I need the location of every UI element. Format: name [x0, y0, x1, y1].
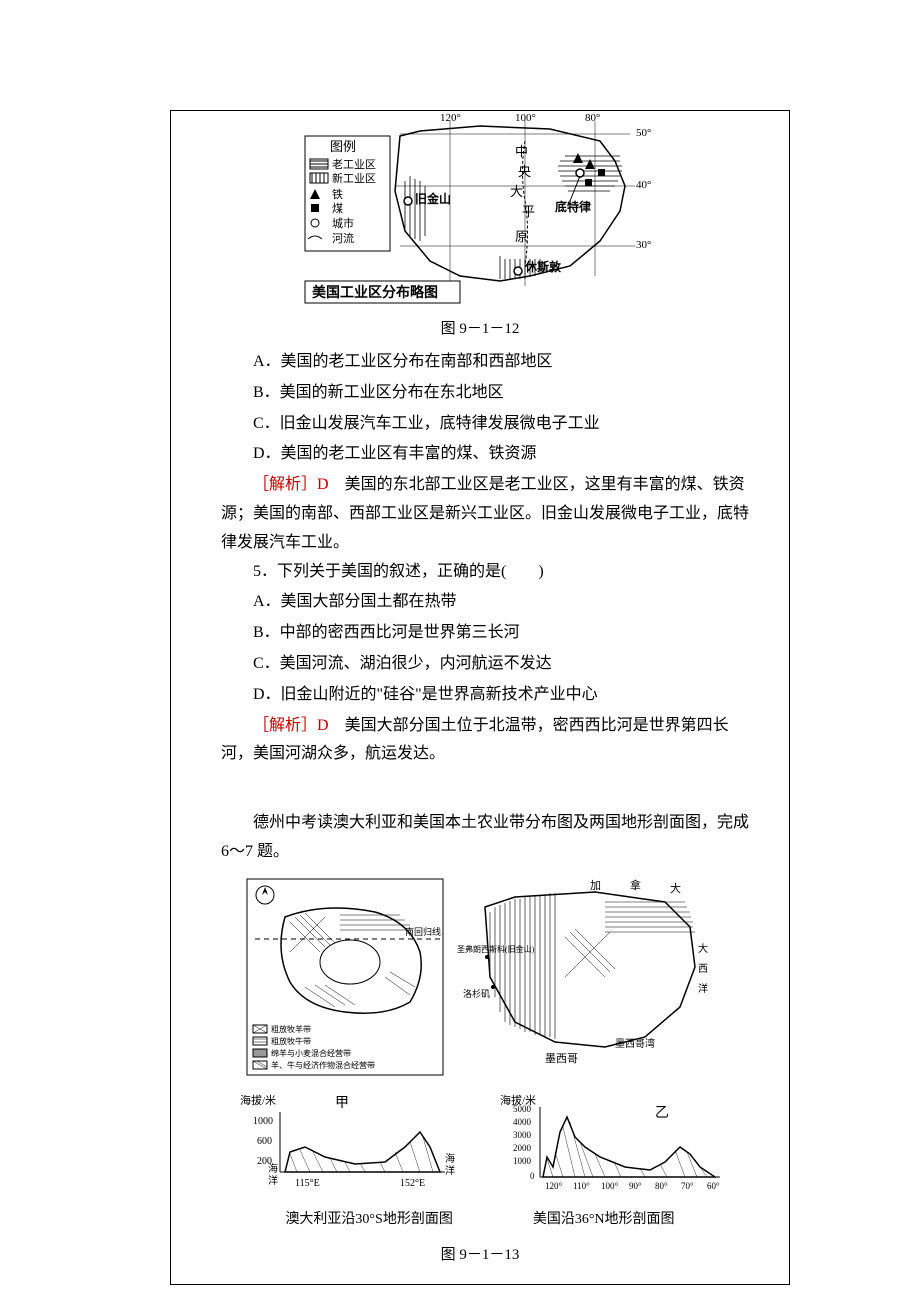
aus-leg-3: 绵羊与小麦混合经营带 [271, 1048, 351, 1058]
q4-opt-d: D．美国的老工业区有丰富的煤、铁资源 [253, 440, 759, 469]
us-x-120: 120° [545, 1181, 563, 1191]
us-map-svg: 图例 老工业区 新工业区 铁 煤 城市 河流 120° [300, 111, 660, 311]
cp2: 央 [518, 164, 531, 179]
content-block: A．美国的老工业区分布在南部和西部地区 B．美国的新工业区分布在东北地区 C．旧… [171, 348, 789, 867]
figure2-caption: 图 9－1－13 [171, 1242, 789, 1269]
us-canada1: 加 [590, 879, 601, 892]
lon-100: 100° [515, 112, 536, 124]
aus-profile-caption: 澳大利亚沿30°S地形剖面图 [285, 1207, 452, 1232]
aus-sea-r2: 洋 [445, 1164, 455, 1177]
q5-opt-d: D．旧金山附近的"硅谷"是世界高新技术产业中心 [253, 681, 759, 710]
q5-opt-c: C．美国河流、湖泊很少，内河航运不发达 [253, 650, 759, 679]
q4-opt-c: C．旧金山发展汽车工业，底特律发展微电子工业 [253, 410, 759, 439]
aus-sea-l: 海 [268, 1162, 278, 1175]
legend-title: 图例 [330, 139, 356, 154]
q5-opt-a: A．美国大部分国土都在热带 [253, 588, 759, 617]
us-y-2000: 2000 [513, 1143, 532, 1153]
cp3: 大 [510, 184, 523, 199]
us-atl3: 洋 [698, 982, 708, 995]
us-y-1000: 1000 [513, 1156, 532, 1166]
q5-analysis-label: ［解析］D [253, 717, 345, 734]
figure1-caption: 图 9－1－12 [171, 316, 789, 343]
legend-river: 河流 [332, 231, 354, 245]
us-la: 洛杉矶 [463, 988, 490, 999]
page-border: 图例 老工业区 新工业区 铁 煤 城市 河流 120° [170, 110, 790, 1285]
us-mex: 墨西哥 [545, 1052, 578, 1065]
aus-sea-r: 海 [445, 1152, 455, 1165]
q4-opt-b: B．美国的新工业区分布在东北地区 [253, 379, 759, 408]
us-profile-svg: 海拔/米 乙 5000 4000 3000 2000 1000 0 120° 1… [495, 1087, 725, 1207]
aus-y-1000: 1000 [253, 1116, 273, 1127]
figure-aus-us-maps: 南回归线 粗放牧羊带 [171, 877, 789, 1077]
aus-profile-svg: 海拔/米 甲 1000 600 200 海 洋 海 洋 115°E 152°E [235, 1087, 465, 1207]
aus-x-115: 115°E [295, 1178, 320, 1189]
q4-analysis-label: ［解析］D [253, 476, 345, 493]
us-atl2: 西 [698, 964, 708, 975]
aus-sea-l2: 洋 [268, 1174, 278, 1187]
us-title: 乙 [655, 1105, 669, 1121]
legend-coal: 煤 [332, 202, 343, 215]
us-profile-caption: 美国沿36°N地形剖面图 [533, 1207, 675, 1232]
us-atl1: 大 [698, 942, 708, 955]
lat-50: 50° [636, 127, 651, 139]
aus-ylab: 海拔/米 [240, 1093, 276, 1107]
legend-iron: 铁 [332, 188, 343, 201]
q4-analysis: ［解析］D 美国的东北部工业区是老工业区，这里有丰富的煤、铁资源；美国的南部、西… [221, 471, 759, 557]
us-x-70: 70° [681, 1181, 694, 1191]
city-sf: 旧金山 [415, 191, 451, 206]
aus-leg-1: 粗放牧羊带 [271, 1024, 311, 1034]
us-canada3: 大 [670, 881, 681, 895]
lat-30: 30° [636, 239, 651, 251]
us-canada2: 拿 [630, 878, 641, 892]
q5-opt-b: B．中部的密西西比河是世界第三长河 [253, 619, 759, 648]
legend-old: 老工业区 [332, 158, 376, 171]
us-x-60: 60° [707, 1181, 720, 1191]
q67-intro: 德州中考读澳大利亚和美国本土农业带分布图及两国地形剖面图，完成 6～7 题。 [221, 809, 759, 867]
tropic-label: 南回归线 [405, 926, 441, 937]
legend-city: 城市 [332, 216, 354, 230]
city-detroit: 底特律 [555, 199, 591, 214]
city-houston: 休斯敦 [524, 259, 562, 274]
lat-40: 40° [636, 179, 651, 191]
us-y-3000: 3000 [513, 1130, 532, 1140]
figure-profiles: 海拔/米 甲 1000 600 200 海 洋 海 洋 115°E 152°E [171, 1087, 789, 1207]
us-y-5000: 5000 [513, 1104, 532, 1114]
us-agri-map-svg: 加 拿 大 圣弗朗西斯科(旧金山) 洛杉矶 墨西哥 大 西 洋 墨西哥湾 [455, 877, 715, 1077]
us-x-90: 90° [629, 1181, 642, 1191]
us-x-80: 80° [655, 1181, 668, 1191]
lon-120: 120° [440, 112, 461, 124]
cp4: 平 [522, 204, 535, 219]
map-title: 美国工业区分布略图 [312, 284, 438, 301]
aus-leg-2: 粗放牧牛带 [271, 1036, 311, 1046]
cp1: 中 [515, 144, 528, 159]
us-x-100: 100° [601, 1181, 619, 1191]
figure-us-industry-map: 图例 老工业区 新工业区 铁 煤 城市 河流 120° [171, 111, 789, 311]
us-y-0: 0 [530, 1171, 535, 1181]
us-gulf: 墨西哥湾 [615, 1037, 655, 1050]
q4-opt-a: A．美国的老工业区分布在南部和西部地区 [253, 348, 759, 377]
australia-map-svg: 南回归线 粗放牧羊带 [245, 877, 445, 1077]
aus-x-152: 152°E [400, 1178, 425, 1189]
us-x-110: 110° [573, 1181, 590, 1191]
cp5: 原 [515, 229, 528, 244]
lon-80: 80° [585, 112, 600, 124]
q5-analysis: ［解析］D 美国大部分国土位于北温带，密西西比河是世界第四长河，美国河湖众多，航… [221, 712, 759, 770]
us-y-4000: 4000 [513, 1117, 532, 1127]
profile-captions: 澳大利亚沿30°S地形剖面图 美国沿36°N地形剖面图 [171, 1207, 789, 1232]
aus-title: 甲 [335, 1096, 349, 1111]
legend-new: 新工业区 [332, 171, 376, 185]
us-sf: 圣弗朗西斯科(旧金山) [457, 944, 535, 954]
aus-y-600: 600 [257, 1136, 272, 1147]
aus-leg-4: 羊、牛与经济作物混合经营带 [271, 1060, 375, 1070]
q5-stem: 5．下列关于美国的叙述，正确的是( ) [221, 558, 759, 587]
